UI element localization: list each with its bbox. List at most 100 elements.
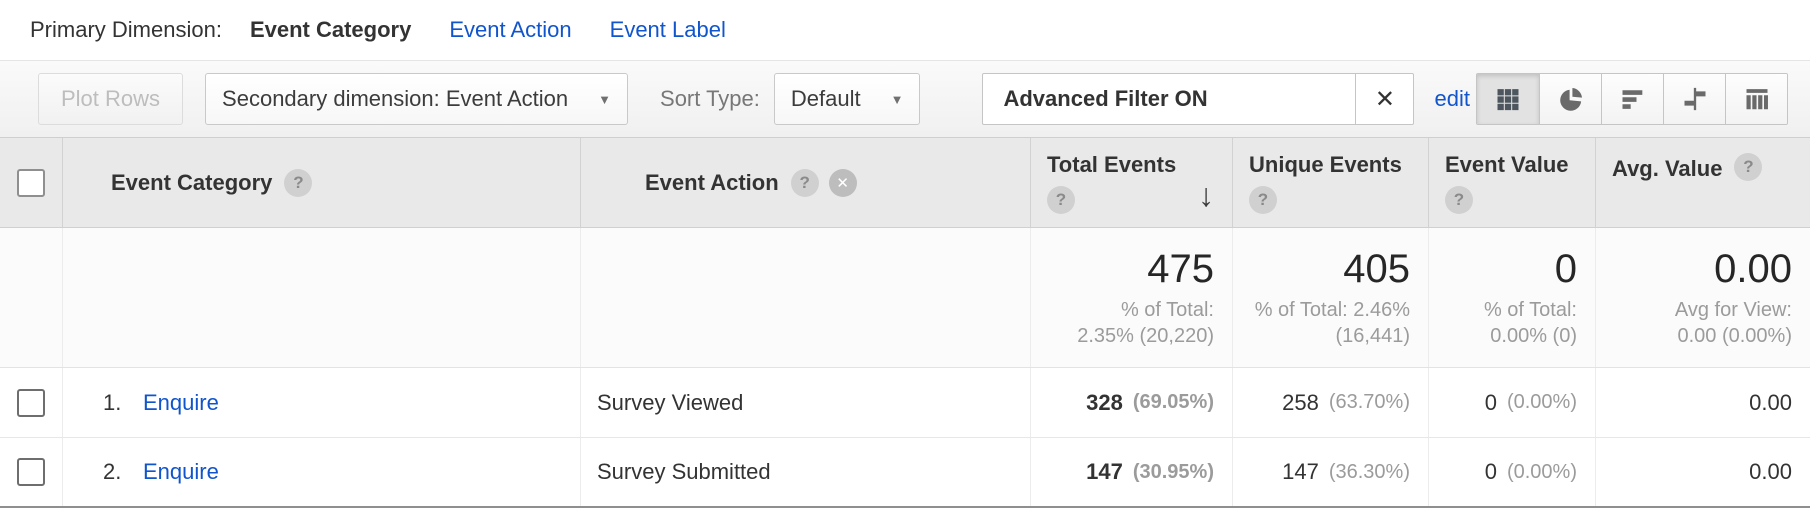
row-checkbox[interactable] <box>17 388 45 417</box>
row-total-events-cell: 328 (69.05%) <box>1030 368 1232 437</box>
row-checkbox-cell <box>0 368 62 437</box>
chevron-down-icon: ▼ <box>890 91 904 107</box>
header-event-value-label: Event Value <box>1445 152 1569 177</box>
help-icon[interactable]: ? <box>1249 186 1277 214</box>
total-events-value: 328 <box>1086 389 1123 415</box>
unique-events-value: 147 <box>1282 459 1319 484</box>
total-events-value: 147 <box>1086 459 1123 484</box>
select-all-checkbox[interactable] <box>17 168 45 197</box>
pivot-view-button[interactable] <box>1725 74 1787 124</box>
header-total-events[interactable]: Total Events ? ↓ <box>1030 138 1232 227</box>
row-index: 1. <box>103 389 122 415</box>
summary-unique-events-note: % of Total: 2.46% <box>1254 299 1410 321</box>
header-event-category-label: Event Category <box>111 169 273 195</box>
percentage-view-button[interactable] <box>1539 74 1601 124</box>
summary-total-events-note: 2.35% (20,220) <box>1077 325 1214 347</box>
table-row: 1. Enquire Survey Viewed 328 (69.05%) 25… <box>0 368 1810 438</box>
performance-view-button[interactable] <box>1601 74 1663 124</box>
plot-rows-button[interactable]: Plot Rows <box>38 73 184 125</box>
event-category-link[interactable]: Enquire <box>143 459 219 484</box>
event-action-value: Survey Viewed <box>597 389 744 415</box>
total-events-pct: (69.05%) <box>1132 391 1214 413</box>
help-icon[interactable]: ? <box>1047 186 1075 214</box>
summary-total-events-value: 475 <box>1147 247 1214 291</box>
tab-event-action[interactable]: Event Action <box>449 17 572 42</box>
header-avg-value[interactable]: Avg. Value ? <box>1595 138 1810 227</box>
sort-descending-icon: ↓ <box>1198 177 1214 213</box>
comparison-bars-icon <box>1681 85 1709 113</box>
event-value-value: 0 <box>1484 389 1497 415</box>
row-unique-events-cell: 258 (63.70%) <box>1232 368 1428 437</box>
sort-type-dropdown[interactable]: Default ▼ <box>773 73 921 125</box>
avg-value-value: 0.00 <box>1749 459 1792 484</box>
sort-type-label: Sort Type: <box>660 86 760 111</box>
header-unique-events-label: Unique Events <box>1249 152 1402 177</box>
header-unique-events[interactable]: Unique Events ? <box>1232 138 1428 227</box>
event-category-link[interactable]: Enquire <box>143 389 219 415</box>
help-icon[interactable]: ? <box>284 168 313 197</box>
row-checkbox[interactable] <box>17 458 45 486</box>
table-grid-icon <box>1494 85 1522 113</box>
summary-unique-events-note: (16,441) <box>1335 325 1411 347</box>
header-event-value[interactable]: Event Value ? <box>1428 138 1595 227</box>
row-total-events-cell: 147 (30.95%) <box>1030 438 1232 506</box>
pivot-table-icon <box>1743 85 1771 113</box>
row-unique-events-cell: 147 (36.30%) <box>1232 438 1428 506</box>
event-value-pct: (0.00%) <box>1506 460 1577 483</box>
table-view-button[interactable] <box>1477 74 1539 124</box>
summary-avg-value-note: Avg for View: <box>1674 299 1792 321</box>
secondary-dimension-dropdown[interactable]: Secondary dimension: Event Action ▼ <box>205 73 629 125</box>
tab-event-category[interactable]: Event Category <box>249 17 412 42</box>
primary-dimension-label: Primary Dimension: <box>30 17 222 42</box>
filter-close-button[interactable]: ✕ <box>1355 74 1413 124</box>
summary-unique-events-value: 405 <box>1343 247 1410 291</box>
table-header-row: Event Category ? Event Action ? ✕ Total … <box>0 138 1810 228</box>
header-avg-value-label: Avg. Value <box>1612 156 1723 181</box>
remove-secondary-dimension-icon[interactable]: ✕ <box>828 168 857 197</box>
row-category-cell: 2. Enquire <box>62 438 580 506</box>
tab-event-label[interactable]: Event Label <box>609 17 726 42</box>
help-icon[interactable]: ? <box>1734 153 1763 181</box>
comparison-view-button[interactable] <box>1663 74 1725 124</box>
summary-event-value-value: 0 <box>1554 247 1577 291</box>
unique-events-value: 258 <box>1282 389 1319 415</box>
summary-empty-cell <box>0 228 62 367</box>
summary-empty-cell <box>62 228 580 367</box>
advanced-filter-indicator: Advanced Filter ON ✕ <box>982 73 1415 125</box>
toolbar: Plot Rows Secondary dimension: Event Act… <box>0 60 1810 138</box>
summary-avg-value-note: 0.00 (0.00%) <box>1677 325 1792 347</box>
horizontal-bars-icon <box>1619 85 1647 113</box>
pie-chart-icon <box>1557 85 1585 113</box>
row-category-cell: 1. Enquire <box>62 368 580 437</box>
table-row: 2. Enquire Survey Submitted 147 (30.95%)… <box>0 438 1810 508</box>
event-value-pct: (0.00%) <box>1506 391 1577 413</box>
help-icon[interactable]: ? <box>1445 186 1473 214</box>
summary-row: 475 % of Total: 2.35% (20,220) 405 % of … <box>0 228 1810 368</box>
row-event-value-cell: 0 (0.00%) <box>1428 368 1595 437</box>
header-event-action-label: Event Action <box>645 169 779 195</box>
total-events-pct: (30.95%) <box>1132 460 1214 483</box>
secondary-dimension-value: Secondary dimension: Event Action <box>222 86 569 111</box>
summary-avg-value-value: 0.00 <box>1714 247 1792 291</box>
row-avg-value-cell: 0.00 <box>1595 368 1810 437</box>
edit-filter-link[interactable]: edit <box>1434 86 1470 111</box>
summary-event-value: 0 % of Total: 0.00% (0) <box>1428 228 1595 367</box>
header-checkbox-cell <box>0 138 62 227</box>
summary-total-events: 475 % of Total: 2.35% (20,220) <box>1030 228 1232 367</box>
summary-total-events-note: % of Total: <box>1120 299 1214 321</box>
header-event-action: Event Action ? ✕ <box>580 138 1030 227</box>
event-value-value: 0 <box>1484 459 1497 484</box>
avg-value-value: 0.00 <box>1749 389 1792 415</box>
sort-type-value: Default <box>790 86 861 111</box>
row-checkbox-cell <box>0 438 62 506</box>
event-action-value: Survey Submitted <box>597 459 771 484</box>
row-event-value-cell: 0 (0.00%) <box>1428 438 1595 506</box>
summary-unique-events: 405 % of Total: 2.46% (16,441) <box>1232 228 1428 367</box>
header-total-events-label: Total Events <box>1047 152 1177 177</box>
primary-dimension-bar: Primary Dimension: Event Category Event … <box>0 0 1810 60</box>
row-action-cell: Survey Submitted <box>580 438 1030 506</box>
chevron-down-icon: ▼ <box>598 91 612 107</box>
unique-events-pct: (36.30%) <box>1328 460 1410 483</box>
help-icon[interactable]: ? <box>790 168 819 197</box>
